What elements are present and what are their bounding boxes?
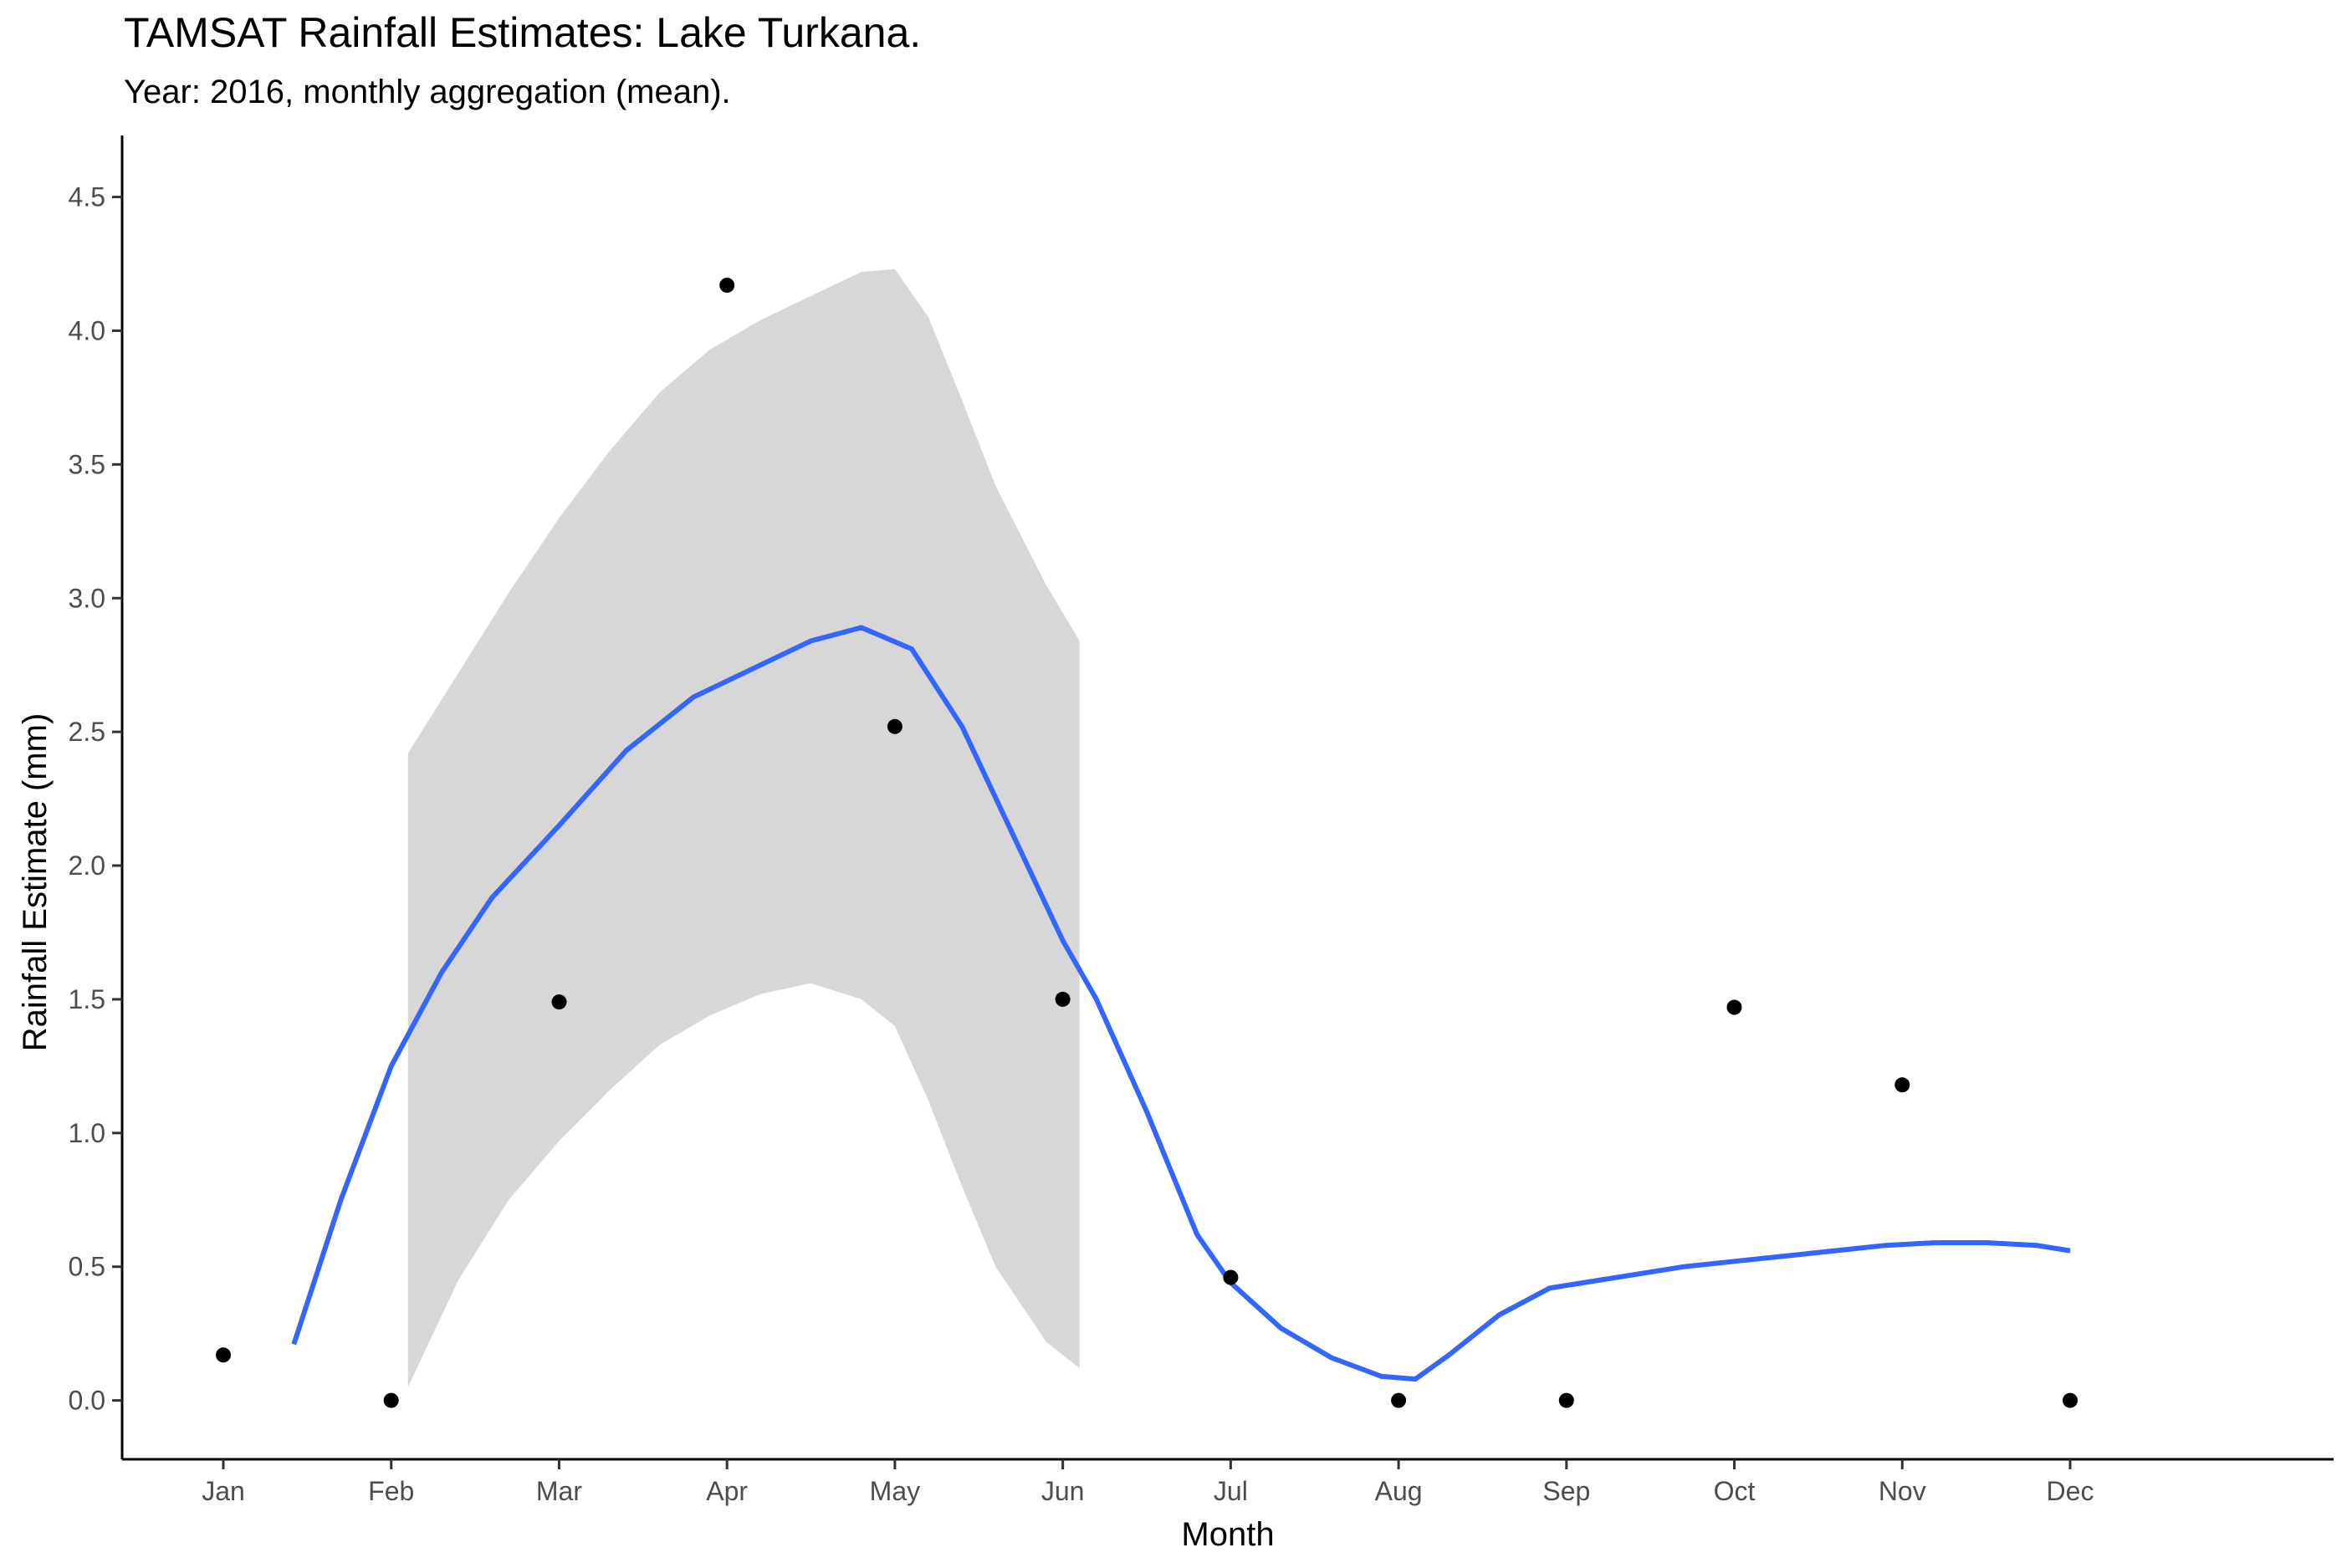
data-point	[2063, 1392, 2078, 1408]
data-point	[383, 1392, 399, 1408]
x-tick-label: Dec	[2047, 1476, 2094, 1506]
y-tick-label: 1.0	[69, 1118, 105, 1148]
x-axis-title: Month	[1181, 1516, 1274, 1553]
data-point	[887, 718, 902, 734]
data-point	[1558, 1392, 1574, 1408]
y-tick-label: 0.0	[69, 1386, 105, 1416]
data-point	[216, 1347, 231, 1363]
x-tick-label: Apr	[706, 1476, 748, 1506]
data-point	[551, 994, 567, 1010]
x-tick-label: Jun	[1041, 1476, 1085, 1506]
y-tick-label: 1.5	[69, 984, 105, 1014]
chart-subtitle: Year: 2016, monthly aggregation (mean).	[124, 74, 731, 110]
data-point	[719, 278, 735, 294]
y-tick-label: 0.5	[69, 1252, 105, 1282]
chart-title: TAMSAT Rainfall Estimates: Lake Turkana.	[124, 9, 922, 56]
x-tick-label: Oct	[1714, 1476, 1756, 1506]
x-tick-label: Jan	[202, 1476, 245, 1506]
x-tick-label: Feb	[368, 1476, 414, 1506]
y-tick-label: 4.5	[69, 182, 105, 212]
axes-layer: 0.0 0.5 1.0 1.5 2.0 2.5 3.0 3.5 4.0 4.5 Jan Feb Mar A…	[69, 135, 2334, 1506]
x-tick-label: Jul	[1214, 1476, 1248, 1506]
data-point	[1391, 1392, 1407, 1408]
y-tick-label: 3.5	[69, 449, 105, 479]
x-tick-label: Sep	[1542, 1476, 1590, 1506]
x-tick-label: May	[870, 1476, 920, 1506]
data-point	[1894, 1077, 1910, 1093]
x-tick-label: Mar	[536, 1476, 582, 1506]
confidence-ribbon-layer	[407, 268, 1080, 1387]
data-point	[1055, 991, 1071, 1007]
y-tick-label: 3.0	[69, 583, 105, 613]
y-axis-title: Rainfall Estimate (mm)	[17, 713, 54, 1052]
y-tick-label: 2.5	[69, 717, 105, 747]
y-tick-label: 2.0	[69, 850, 105, 881]
x-tick-label: Nov	[1879, 1476, 1926, 1506]
data-point	[1223, 1269, 1239, 1285]
y-tick-label: 4.0	[69, 315, 105, 345]
x-tick-label: Aug	[1375, 1476, 1423, 1506]
data-point	[1726, 999, 1742, 1015]
data-points-layer	[216, 278, 2078, 1408]
confidence-ribbon	[407, 268, 1080, 1387]
